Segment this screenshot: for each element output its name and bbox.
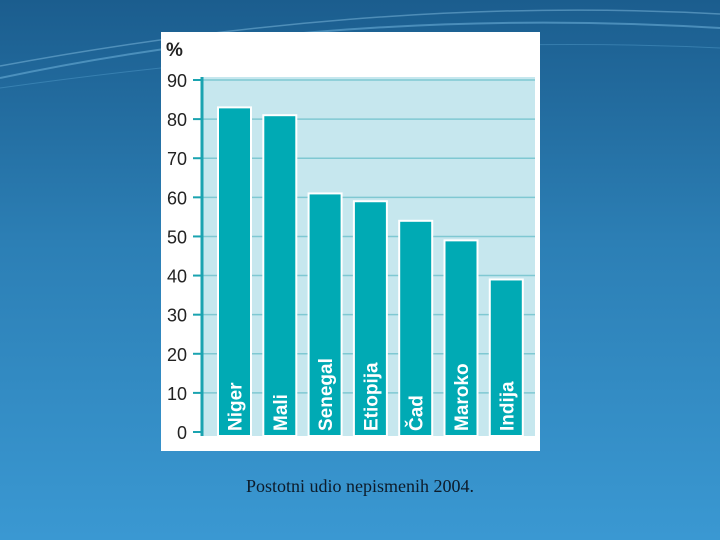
chart-panel: 0 10 20 30 40 50 60 70 80 90 % Niger Mali Senegal Et… bbox=[161, 32, 540, 451]
y-tick-label: 70 bbox=[167, 149, 187, 169]
y-tick-label: 0 bbox=[177, 423, 187, 443]
bar bbox=[307, 192, 343, 437]
bar bbox=[488, 278, 524, 437]
bar-category-label: Maroko bbox=[452, 363, 473, 431]
bar-category-label: Senegal bbox=[316, 358, 337, 431]
bar-category-label: Niger bbox=[226, 382, 247, 431]
bar bbox=[443, 239, 479, 437]
y-tick-label: 10 bbox=[167, 384, 187, 404]
y-axis-label: % bbox=[166, 40, 183, 61]
y-tick-label: 60 bbox=[167, 188, 187, 208]
y-tick-label: 80 bbox=[167, 110, 187, 130]
bar-category-label: Etiopija bbox=[361, 362, 382, 431]
bar-labels: Niger Mali Senegal Etiopija Čad Maroko Indija bbox=[226, 358, 519, 431]
y-tick-label: 20 bbox=[167, 345, 187, 365]
bar-category-label: Indija bbox=[497, 381, 518, 431]
chart-caption: Postotni udio nepismenih 2004. bbox=[245, 476, 474, 496]
y-tick-label: 40 bbox=[167, 267, 187, 287]
bar-category-label: Mali bbox=[271, 394, 292, 431]
bar-category-label: Čad bbox=[406, 395, 428, 431]
y-tick-label: 50 bbox=[167, 227, 187, 247]
bars bbox=[217, 106, 524, 437]
bar bbox=[262, 114, 298, 437]
y-tick-label: 30 bbox=[167, 306, 187, 326]
bar bbox=[352, 200, 388, 437]
bar bbox=[217, 106, 252, 437]
y-tick-labels: 0 10 20 30 40 50 60 70 80 90 bbox=[167, 71, 187, 443]
bar bbox=[398, 219, 434, 437]
bar-chart: 0 10 20 30 40 50 60 70 80 90 % Niger Mali Senegal Et… bbox=[166, 40, 535, 443]
y-tick-label: 90 bbox=[167, 71, 187, 91]
